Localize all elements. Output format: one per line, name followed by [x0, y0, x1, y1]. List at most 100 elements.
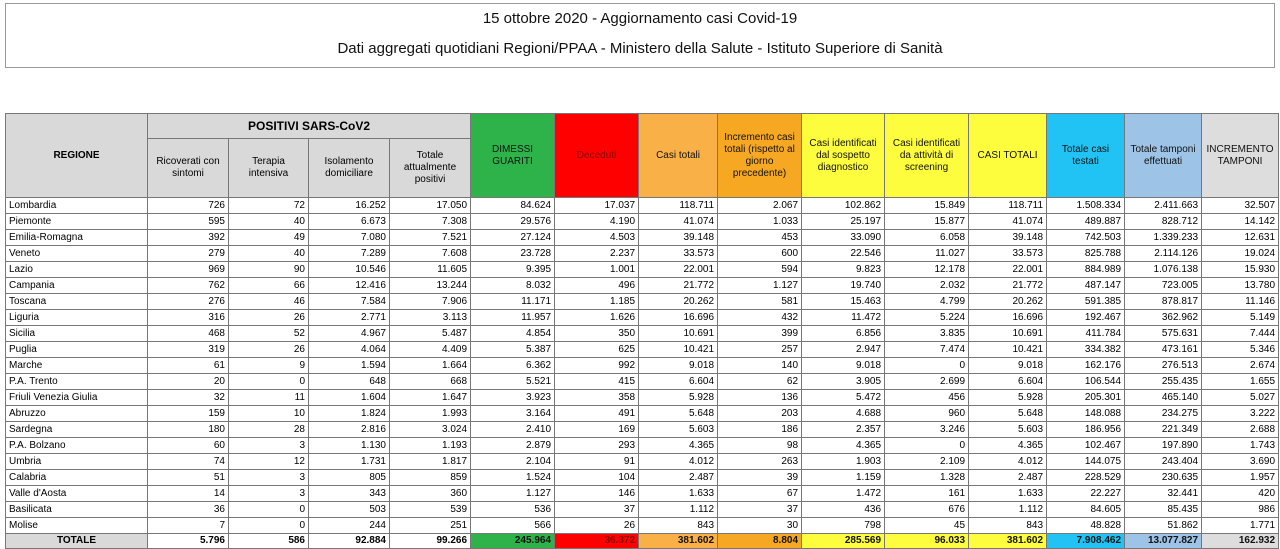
cell: 60: [147, 437, 229, 454]
cell: 0: [228, 517, 309, 534]
cell: 1.655: [1201, 373, 1280, 390]
column-header: Totale tamponi effettuati: [1124, 113, 1203, 198]
header-row: Ricoverati con sintomi Terapia intensiva I…: [6, 138, 1279, 198]
total-row: TOTALE 5.796 586 92.884 99.266 245.964 36.372 3…: [5, 533, 1280, 549]
column-header: Deceduti: [554, 113, 640, 198]
cell: 228.529: [1046, 469, 1126, 486]
cell: 436: [801, 501, 886, 518]
total-cell: 162.932: [1201, 533, 1280, 549]
cell: 487.147: [1046, 277, 1126, 294]
cell: 1.633: [638, 485, 719, 502]
total-cell: 381.602: [968, 533, 1048, 549]
cell: 255.435: [1124, 373, 1203, 390]
total-cell: 381.602: [638, 533, 719, 549]
total-cell: 586: [228, 533, 309, 549]
cell: 10.421: [638, 341, 719, 358]
cell: 1.604: [308, 389, 390, 406]
region-name: Umbria: [5, 453, 148, 470]
cell: 36: [147, 501, 229, 518]
cell: 2.114.126: [1124, 245, 1203, 262]
data-row: Umbria 74 12 1.731 1.817 2.104 91 4.012 263 1.903…: [5, 453, 1280, 470]
cell: 828.712: [1124, 213, 1203, 230]
subtitle: Dati aggregati quotidiani Regioni/PPAA -…: [337, 40, 943, 57]
cell: 2.032: [884, 277, 970, 294]
cell: 1.771: [1201, 517, 1280, 534]
region-name: Liguria: [5, 309, 148, 326]
cell: 6.058: [884, 229, 970, 246]
cell: 5.928: [968, 389, 1048, 406]
cell: 1.633: [968, 485, 1048, 502]
cell: 51: [147, 469, 229, 486]
cell: 49: [228, 229, 309, 246]
cell: 1.001: [554, 261, 640, 278]
cell: 39: [717, 469, 803, 486]
cell: 969: [147, 261, 229, 278]
cell: 1.903: [801, 453, 886, 470]
cell: 27.124: [470, 229, 556, 246]
cell: 2.411.663: [1124, 197, 1203, 214]
cell: 4.409: [388, 341, 472, 358]
cell: 41.074: [638, 213, 719, 230]
cell: 4.064: [308, 341, 390, 358]
data-row: Calabria 51 3 805 859 1.524 104 2.487 39 1.159 1.3…: [5, 469, 1280, 486]
cell: 1.957: [1201, 469, 1280, 486]
cell: 16.696: [968, 309, 1048, 326]
cell: 221.349: [1124, 421, 1203, 438]
cell: 6.604: [968, 373, 1048, 390]
cell: 234.275: [1124, 405, 1203, 422]
cell: 1.626: [554, 309, 640, 326]
cell: 22.546: [801, 245, 886, 262]
cell: 7.906: [388, 293, 472, 310]
cell: 41.074: [968, 213, 1048, 230]
cell: 2.947: [801, 341, 886, 358]
cell: 1.033: [717, 213, 803, 230]
cell: 2.487: [638, 469, 719, 486]
cell: 496: [554, 277, 640, 294]
cell: 161: [884, 485, 970, 502]
cell: 203: [717, 405, 803, 422]
cell: 84.624: [470, 197, 556, 214]
total-cell: 285.569: [801, 533, 886, 549]
cell: 1.731: [308, 453, 390, 470]
data-row: Sicilia 468 52 4.967 5.487 4.854 350 10.691 399 6…: [5, 325, 1280, 342]
cell: 32.507: [1201, 197, 1280, 214]
cell: 2.357: [801, 421, 886, 438]
cell: 276: [147, 293, 229, 310]
data-row: Friuli Venezia Giulia 32 11 1.604 1.647 3.923…: [5, 389, 1280, 406]
data-row: Liguria 316 26 2.771 3.113 11.957 1.626 16.696 4…: [5, 309, 1280, 326]
data-row: Marche 61 9 1.594 1.664 6.362 992 9.018 140 9.018…: [5, 357, 1280, 374]
data-row: Piemonte 595 40 6.673 7.308 29.576 4.190 41.074…: [5, 213, 1280, 230]
total-cell: 8.804: [717, 533, 803, 549]
cell: 25.197: [801, 213, 886, 230]
cell: 825.788: [1046, 245, 1126, 262]
cell: 26: [228, 341, 309, 358]
cell: 2.816: [308, 421, 390, 438]
cell: 805: [308, 469, 390, 486]
cell: 4.012: [968, 453, 1048, 470]
column-header: DIMESSI GUARITI: [470, 113, 556, 198]
cell: 595: [147, 213, 229, 230]
cell: 1.130: [308, 437, 390, 454]
cell: 468: [147, 325, 229, 342]
cell: 9: [228, 357, 309, 374]
cell: 594: [717, 261, 803, 278]
region-name: Sardegna: [5, 421, 148, 438]
cell: 742.503: [1046, 229, 1126, 246]
cell: 581: [717, 293, 803, 310]
data-row: Puglia 319 26 4.064 4.409 5.387 625 10.421 257 2.…: [5, 341, 1280, 358]
cell: 3.690: [1201, 453, 1280, 470]
cell: 263: [717, 453, 803, 470]
cell: 648: [308, 373, 390, 390]
cell: 72: [228, 197, 309, 214]
column-header: INCREMENTO TAMPONI: [1201, 113, 1280, 198]
cell: 32.441: [1124, 485, 1203, 502]
cell: 257: [717, 341, 803, 358]
column-header: Totale attualmente positivi: [388, 138, 472, 198]
cell: 20: [147, 373, 229, 390]
cell: 186.956: [1046, 421, 1126, 438]
region-name: Piemonte: [5, 213, 148, 230]
cell: 10: [228, 405, 309, 422]
region-name: Calabria: [5, 469, 148, 486]
cell: 22.001: [968, 261, 1048, 278]
